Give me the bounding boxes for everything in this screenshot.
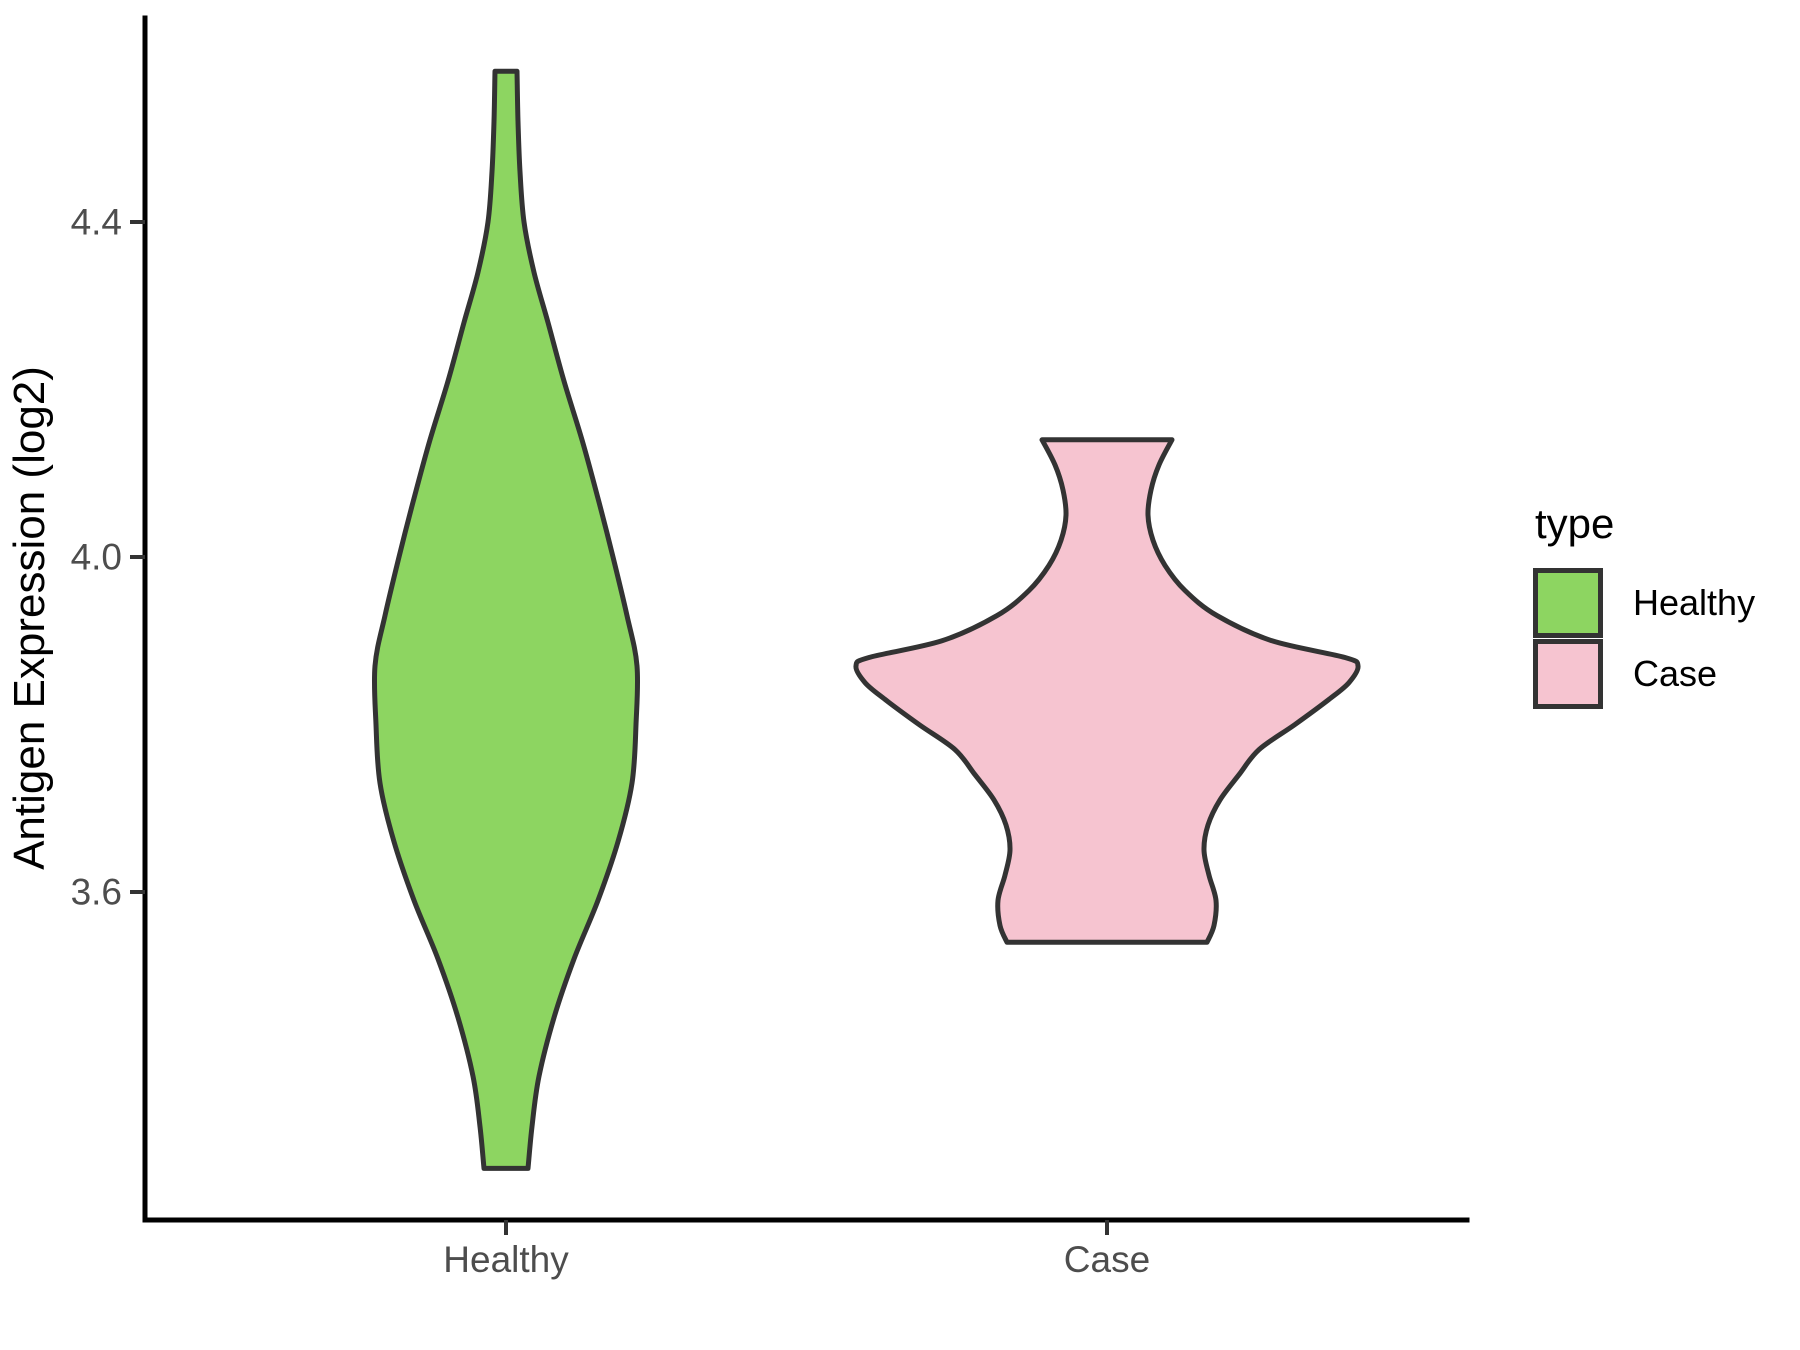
legend-swatch-healthy-icon — [1533, 568, 1603, 638]
violin-case — [853, 437, 1361, 945]
legend-title: type — [1535, 500, 1615, 547]
legend-key-case: Case — [1533, 639, 1755, 709]
y-axis-title: Antigen Expression (log2) — [5, 366, 54, 870]
y-tick-label-4-0: 4.0 — [71, 537, 122, 578]
legend-swatch-case-icon — [1533, 639, 1603, 709]
violins-group — [371, 68, 1361, 1171]
legend: type Healthy Case — [1533, 500, 1755, 712]
legend-label-healthy: Healthy — [1633, 582, 1756, 623]
violin-healthy — [371, 68, 641, 1171]
legend-key-healthy: Healthy — [1533, 568, 1756, 638]
legend-label-case: Case — [1633, 653, 1718, 694]
y-tick-label-3-6: 3.6 — [71, 872, 122, 913]
y-tick-label-4-4: 4.4 — [71, 202, 122, 243]
x-tick-label-case: Case — [1064, 1239, 1150, 1280]
x-tick-label-healthy: Healthy — [443, 1239, 569, 1280]
